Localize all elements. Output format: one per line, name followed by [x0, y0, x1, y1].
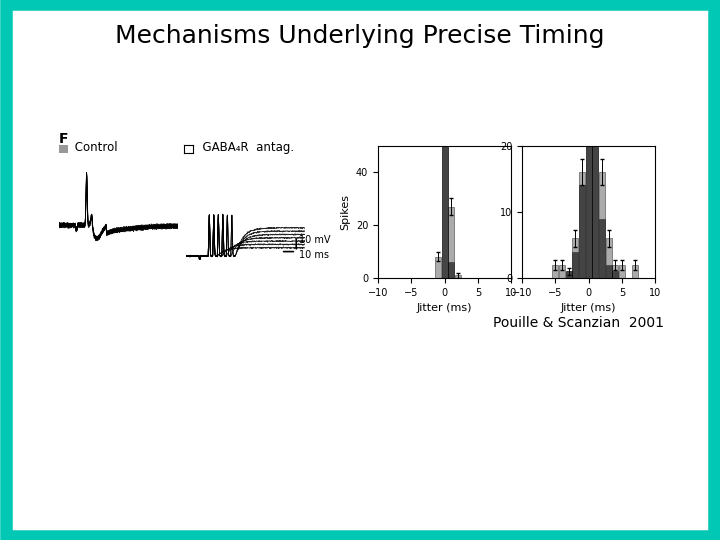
X-axis label: Jitter (ms): Jitter (ms) [417, 303, 472, 313]
Bar [585, 93, 592, 278]
Text: Pouille & Scanzian  2001: Pouille & Scanzian 2001 [493, 316, 665, 330]
Text: Control: Control [71, 141, 117, 154]
Bar [435, 257, 441, 278]
Bar [552, 265, 558, 278]
Bar [593, 93, 598, 278]
Bar [441, 0, 448, 278]
Bar [606, 239, 611, 278]
Bar [606, 265, 611, 278]
Bar [449, 262, 454, 278]
Bar [566, 272, 572, 278]
Text: GABA₄R  antag.: GABA₄R antag. [195, 141, 294, 154]
Bar [579, 172, 585, 278]
Bar [572, 239, 578, 278]
X-axis label: Jitter (ms): Jitter (ms) [561, 303, 616, 313]
Bar [599, 172, 605, 278]
Text: 10 mV: 10 mV [299, 235, 330, 245]
Bar [455, 275, 461, 278]
Text: 10 ms: 10 ms [299, 251, 329, 260]
Bar [449, 207, 454, 278]
Bar [593, 66, 598, 278]
Bar [585, 139, 592, 278]
Text: Mechanisms Underlying Precise Timing: Mechanisms Underlying Precise Timing [115, 24, 605, 48]
Bar [441, 0, 448, 278]
Bar [612, 265, 618, 278]
Bar [566, 272, 572, 278]
Y-axis label: Spikes: Spikes [341, 194, 351, 230]
Bar [619, 265, 625, 278]
Bar [612, 272, 618, 278]
Bar [579, 186, 585, 278]
Bar [632, 265, 638, 278]
Bar [572, 252, 578, 278]
Bar [559, 265, 565, 278]
Bar [599, 219, 605, 278]
Text: F: F [59, 132, 68, 146]
